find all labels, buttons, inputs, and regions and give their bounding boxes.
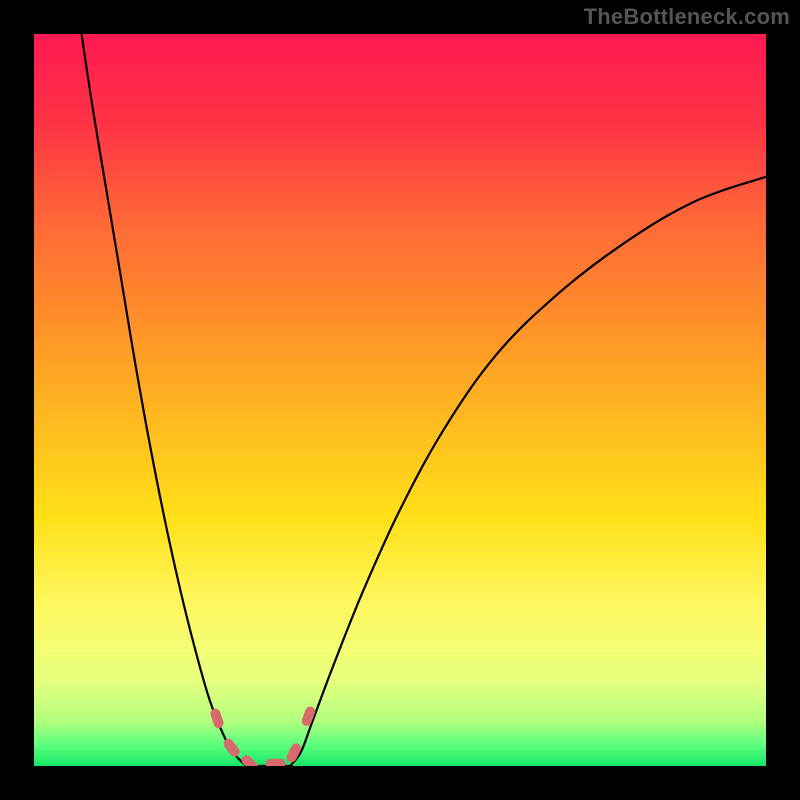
- watermark-text: TheBottleneck.com: [584, 4, 790, 30]
- gradient-background: [34, 34, 766, 766]
- plot-area: [34, 34, 766, 766]
- stage: TheBottleneck.com: [0, 0, 800, 800]
